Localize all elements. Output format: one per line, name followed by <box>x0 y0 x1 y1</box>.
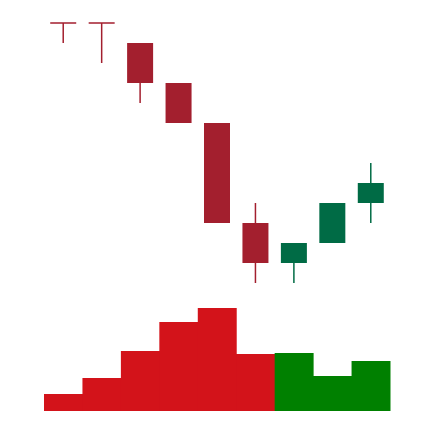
volume-bar <box>44 394 83 411</box>
volume-bar <box>159 322 199 411</box>
volume-bar <box>197 308 237 411</box>
candle-body <box>165 83 192 123</box>
volume-bar <box>351 361 391 411</box>
volume-bar <box>82 378 122 411</box>
candle-body <box>127 43 154 83</box>
volume-bar <box>120 351 160 411</box>
candle-body <box>204 123 230 223</box>
candle-body <box>280 243 307 263</box>
candle-body <box>357 183 384 203</box>
candle-body <box>319 203 346 243</box>
volume-bar <box>236 354 276 411</box>
volume-bar <box>274 353 314 411</box>
volume-bar <box>313 376 353 411</box>
candle-body <box>242 223 269 263</box>
